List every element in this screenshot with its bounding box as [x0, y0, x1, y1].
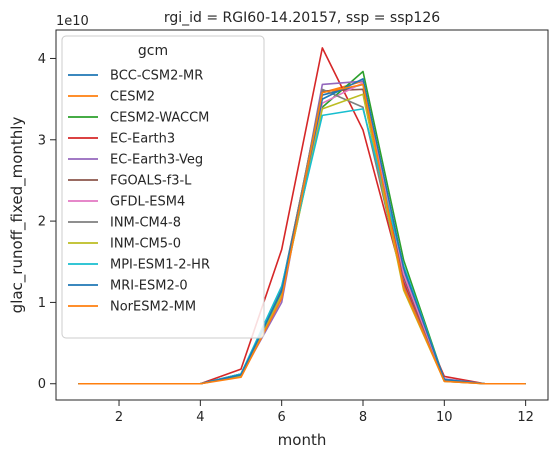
legend-label: CESM2-WACCM	[110, 111, 209, 126]
x-tick-label: 12	[517, 410, 534, 425]
legend-label: INM-CM4-8	[110, 216, 181, 231]
x-axis: 2 4 6 8 10 12	[115, 400, 534, 425]
y-axis-label: glac_runoff_fixed_monthly	[8, 117, 27, 314]
y-tick-label: 4	[38, 52, 46, 67]
legend-label: MPI-ESM1-2-HR	[110, 258, 210, 273]
x-tick-label: 2	[115, 410, 123, 425]
legend-label: FGOALS-f3-L	[110, 174, 192, 189]
legend-label: GFDL-ESM4	[110, 195, 185, 210]
legend: gcm BCC-CSM2-MR CESM2 CESM2-WACCM EC-Earth3…	[61, 35, 265, 339]
y-tick-label: 1	[38, 296, 46, 311]
legend-label: EC-Earth3-Veg	[110, 153, 203, 168]
legend-label: NorESM2-MM	[110, 300, 196, 315]
y-axis: 0 1 2 3 4	[38, 52, 56, 392]
y-tick-label: 2	[38, 215, 46, 230]
axes-frame	[55, 29, 549, 401]
x-axis-label: month	[278, 431, 327, 449]
legend-label: BCC-CSM2-MR	[110, 69, 203, 84]
x-tick-label: 10	[436, 410, 453, 425]
y-tick-label: 3	[38, 133, 46, 148]
legend-label: INM-CM5-0	[110, 237, 181, 252]
y-offset-label: 1e10	[56, 14, 89, 29]
legend-title: gcm	[138, 43, 168, 59]
legend-label: CESM2	[110, 90, 155, 105]
legend-label: EC-Earth3	[110, 132, 175, 147]
y-tick-label: 0	[38, 377, 46, 392]
x-tick-label: 6	[278, 410, 286, 425]
x-tick-label: 4	[196, 410, 204, 425]
chart-title: rgi_id = RGI60-14.20157, ssp = ssp126	[164, 10, 440, 26]
legend-box	[61, 35, 265, 339]
legend-label: MRI-ESM2-0	[110, 279, 188, 294]
series-line-noresm2-mm	[78, 83, 526, 385]
plot-area	[78, 47, 526, 385]
x-tick-label: 8	[359, 410, 367, 425]
